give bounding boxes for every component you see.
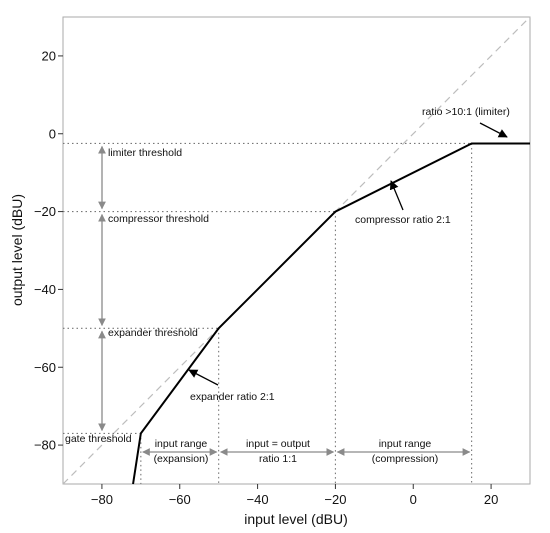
limiter-ratio-label: ratio >10:1 (limiter) xyxy=(422,106,510,118)
y-tick-label: −20 xyxy=(34,204,56,219)
expander-threshold-label: expander threshold xyxy=(108,327,198,339)
compression-range-label-line1: input range xyxy=(379,438,432,450)
y-tick-label: −40 xyxy=(34,282,56,297)
x-tick-label: 20 xyxy=(484,492,498,507)
x-axis-label: input level (dBU) xyxy=(244,511,348,527)
ratio-annotations: ratio >10:1 (limiter) compressor ratio 2… xyxy=(188,106,510,403)
threshold-labels: limiter threshold compressor threshold e… xyxy=(65,147,209,445)
unity-range-label-line2: ratio 1:1 xyxy=(259,453,297,465)
expansion-range-label-line1: input range xyxy=(155,438,208,450)
expansion-range-label-line2: (expansion) xyxy=(154,453,209,465)
compressor-threshold-label: compressor threshold xyxy=(108,213,209,225)
expander-ratio-label: expander ratio 2:1 xyxy=(190,391,275,403)
compressor-ratio-arrow xyxy=(389,180,404,211)
compression-range-label-line2: (compression) xyxy=(372,453,439,465)
y-tick-label: 0 xyxy=(49,126,56,141)
y-tick-label: −80 xyxy=(34,438,56,453)
compressor-ratio-label: compressor ratio 2:1 xyxy=(355,214,451,226)
input-range-labels: input range (expansion) input = output r… xyxy=(154,438,439,465)
y-tick-label: 20 xyxy=(42,48,56,63)
gate-threshold-label: gate threshold xyxy=(65,433,132,445)
plot-frame xyxy=(62,16,531,485)
x-tick-label: −40 xyxy=(247,492,269,507)
x-tick-label: −60 xyxy=(169,492,191,507)
x-tick-label: 0 xyxy=(410,492,417,507)
x-tick-label: −20 xyxy=(324,492,346,507)
transfer-curve xyxy=(132,142,530,485)
expander-ratio-arrow xyxy=(188,369,219,386)
threshold-guides xyxy=(63,142,472,434)
transfer-curve-line xyxy=(132,142,530,485)
x-tick-label: −80 xyxy=(91,492,113,507)
y-tick-label: −60 xyxy=(34,360,56,375)
input-range-guides xyxy=(140,143,473,484)
y-axis-label: output level (dBU) xyxy=(9,194,25,306)
unity-range-label-line1: input = output xyxy=(246,438,310,450)
limiter-ratio-arrow xyxy=(479,122,508,138)
axis-ticks: −80 −60 −40 −20 0 20 20 0 −20 −40 −60 −80 xyxy=(34,48,498,507)
limiter-threshold-label: limiter threshold xyxy=(108,147,182,159)
